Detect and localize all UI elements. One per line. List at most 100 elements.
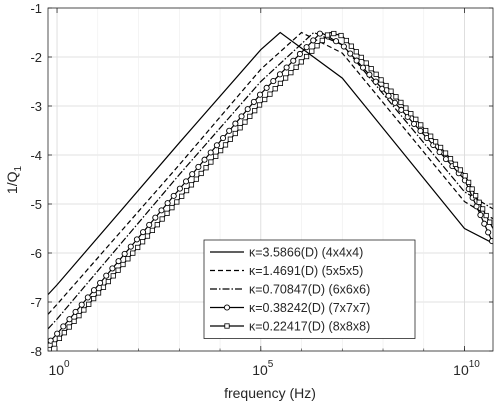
- square-marker: [309, 48, 315, 54]
- square-marker: [100, 284, 107, 290]
- x-axis-label: frequency (Hz): [224, 385, 316, 401]
- square-marker: [462, 173, 468, 179]
- circle-marker: [232, 120, 239, 127]
- square-marker: [247, 113, 253, 119]
- square-marker: [466, 179, 472, 186]
- square-marker: [115, 267, 121, 273]
- square-marker: [208, 159, 214, 165]
- circle-marker: [488, 238, 493, 245]
- square-marker: [487, 219, 493, 225]
- y-tick-label: -7: [30, 295, 42, 310]
- square-marker: [447, 156, 454, 162]
- circle-marker: [372, 78, 379, 85]
- y-tick-label: -1: [30, 1, 42, 16]
- circle-marker: [333, 38, 340, 45]
- circle-marker: [78, 301, 85, 308]
- square-marker: [473, 193, 479, 199]
- square-marker: [237, 125, 243, 131]
- square-marker: [66, 324, 72, 330]
- circle-marker: [481, 220, 488, 227]
- series-line-1: [48, 31, 493, 296]
- square-marker: [48, 346, 52, 351]
- circle-marker: [366, 71, 373, 78]
- square-marker: [183, 187, 190, 194]
- y-tick-label: -4: [30, 148, 42, 163]
- square-marker: [227, 136, 233, 142]
- square-marker: [224, 323, 230, 329]
- square-marker: [272, 86, 278, 92]
- square-marker: [105, 278, 111, 285]
- circle-marker: [477, 212, 484, 219]
- circle-marker: [290, 57, 297, 64]
- y-tick-label: -2: [30, 50, 42, 65]
- square-marker: [480, 206, 486, 212]
- square-marker: [388, 88, 394, 94]
- series-line-3: [48, 31, 493, 330]
- square-marker: [338, 32, 344, 39]
- square-marker: [144, 233, 151, 239]
- circle-marker: [353, 57, 360, 64]
- y-ticks: -8 -7 -6 -5 -4 -3 -2 -1: [30, 1, 493, 359]
- square-marker: [298, 59, 304, 65]
- x-tick-label: 105: [252, 359, 274, 378]
- circle-marker: [238, 113, 245, 120]
- square-marker: [343, 37, 349, 44]
- circle-marker: [84, 294, 91, 301]
- y-tick-label: -8: [30, 344, 42, 359]
- circle-marker: [283, 64, 290, 71]
- square-marker: [252, 108, 258, 114]
- square-marker: [198, 170, 204, 177]
- circle-marker: [223, 304, 231, 311]
- square-marker: [408, 111, 414, 117]
- square-marker: [154, 222, 160, 228]
- square-marker: [135, 244, 141, 251]
- circle-marker: [316, 30, 323, 37]
- square-marker: [149, 227, 155, 233]
- square-marker: [319, 37, 325, 44]
- x-ticks: 100 105 1010: [48, 8, 480, 378]
- circle-marker: [127, 243, 134, 250]
- square-marker: [393, 94, 399, 100]
- circle-marker: [256, 91, 264, 98]
- square-marker: [222, 142, 229, 148]
- square-marker: [413, 116, 419, 122]
- square-marker: [125, 256, 131, 262]
- square-marker: [213, 153, 219, 159]
- circle-marker: [219, 134, 227, 142]
- square-marker: [61, 330, 67, 336]
- x-tick-label: 100: [48, 359, 70, 378]
- square-marker: [457, 167, 464, 173]
- circle-marker: [133, 236, 140, 243]
- circle-marker: [115, 258, 122, 265]
- square-marker: [314, 43, 320, 49]
- square-marker: [71, 318, 77, 324]
- square-marker: [159, 216, 165, 222]
- square-marker: [203, 165, 209, 171]
- square-marker: [164, 210, 170, 216]
- circle-marker: [140, 229, 147, 236]
- x-tick-label: 1010: [453, 359, 480, 378]
- square-marker: [95, 290, 102, 296]
- square-marker: [283, 75, 289, 81]
- circle-marker: [103, 272, 110, 279]
- circle-marker: [385, 92, 392, 99]
- square-marker: [348, 43, 354, 49]
- legend-label-3: κ=0.70847(D) (6x6x6): [249, 283, 370, 297]
- square-marker: [423, 127, 429, 134]
- square-marker: [358, 54, 364, 61]
- circle-marker: [398, 106, 405, 113]
- square-marker: [51, 341, 58, 347]
- circle-marker: [296, 50, 303, 58]
- square-marker: [378, 77, 384, 83]
- square-marker: [418, 122, 424, 128]
- legend-label-4: κ=0.38242(D) (7x7x7): [249, 301, 370, 315]
- circle-marker: [146, 221, 153, 228]
- square-marker: [91, 296, 97, 302]
- circle-marker: [473, 203, 480, 210]
- legend-label-5: κ=0.22417(D) (8x8x8): [249, 320, 370, 334]
- series-line-2: [48, 31, 493, 315]
- circle-marker: [270, 78, 277, 85]
- square-marker: [383, 82, 389, 89]
- y-axis-label: 1/Q1: [4, 165, 24, 194]
- square-marker: [256, 102, 263, 108]
